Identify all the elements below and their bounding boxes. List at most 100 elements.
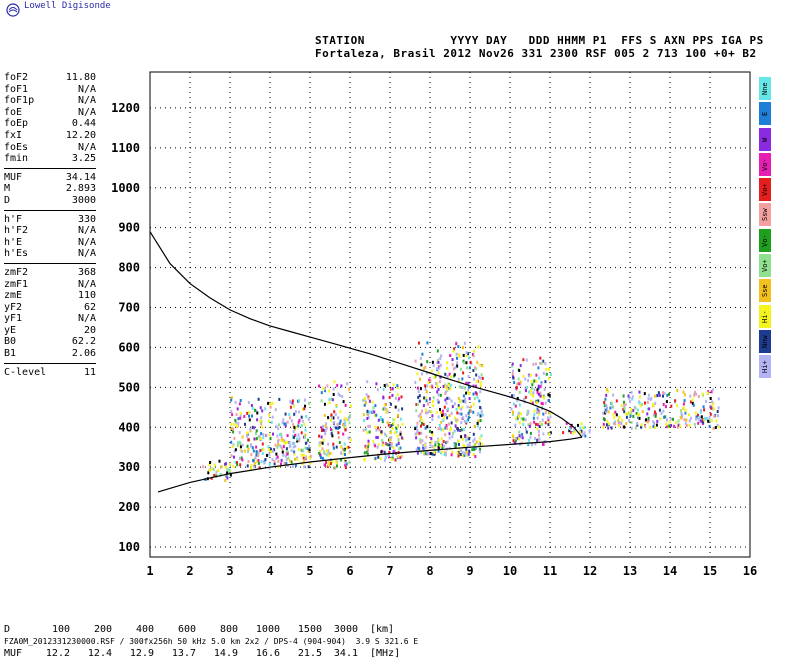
- echo-point: [342, 452, 345, 456]
- echo-point: [447, 407, 449, 411]
- param-name: foEp: [4, 118, 29, 130]
- param-row: MUF 34.14: [4, 172, 96, 184]
- echo-point: [458, 412, 461, 416]
- echo-point: [292, 423, 295, 427]
- echo-point: [465, 447, 468, 451]
- echo-point: [337, 436, 340, 440]
- echo-point: [292, 445, 295, 449]
- echo-point: [542, 371, 545, 375]
- echo-point: [379, 457, 382, 461]
- echo-point: [529, 389, 532, 393]
- echo-point: [251, 425, 254, 429]
- echo-point: [213, 473, 216, 477]
- echo-point: [469, 360, 472, 364]
- echo-point: [431, 418, 434, 421]
- echo-point: [449, 375, 452, 379]
- echo-point: [472, 410, 475, 414]
- echo-point: [437, 400, 440, 404]
- echo-point: [241, 435, 244, 439]
- echo-point: [538, 437, 541, 441]
- echo-point: [307, 417, 310, 421]
- echo-point: [373, 414, 376, 417]
- echo-point: [431, 414, 434, 418]
- echo-point: [615, 399, 618, 403]
- echo-point: [232, 430, 235, 434]
- echo-point: [327, 463, 330, 467]
- echo-point: [717, 406, 720, 410]
- echo-point: [629, 400, 631, 404]
- param-row: C-level 11: [4, 367, 96, 379]
- echo-point: [421, 352, 424, 356]
- echo-point: [708, 415, 711, 419]
- echo-point: [288, 445, 291, 449]
- echo-point: [430, 452, 432, 456]
- echo-point: [323, 450, 326, 454]
- echo-point: [348, 416, 351, 419]
- echo-point: [479, 414, 482, 418]
- echo-point: [345, 446, 348, 450]
- echo-point: [632, 409, 635, 412]
- echo-point: [400, 395, 403, 399]
- echo-point: [285, 447, 288, 451]
- echo-point: [281, 438, 284, 442]
- echo-point: [577, 423, 579, 427]
- echo-point: [294, 464, 297, 468]
- echo-point: [433, 445, 436, 449]
- echo-point: [325, 426, 328, 430]
- echo-point: [532, 391, 535, 395]
- echo-point: [617, 419, 620, 423]
- echo-point: [712, 402, 715, 406]
- echo-point: [666, 418, 668, 422]
- echo-point: [436, 367, 439, 371]
- echo-point: [271, 415, 274, 419]
- echo-point: [367, 416, 370, 419]
- echo-point: [623, 400, 625, 404]
- echo-point: [645, 418, 647, 422]
- echo-point: [617, 423, 620, 427]
- echo-point: [533, 379, 536, 383]
- echo-point: [297, 447, 300, 451]
- echo-point: [286, 450, 289, 454]
- param-value: 3000: [71, 194, 96, 206]
- echo-point: [420, 372, 423, 376]
- echo-point: [427, 452, 430, 456]
- echo-point: [658, 394, 661, 397]
- param-value: 330: [77, 213, 96, 225]
- param-value: 11.80: [65, 72, 96, 83]
- echo-point: [468, 366, 471, 370]
- param-row: h'F2 N/A: [4, 225, 96, 237]
- echo-point: [286, 452, 289, 456]
- echo-point: [442, 419, 445, 423]
- echo-point: [450, 421, 453, 425]
- echo-point: [322, 387, 325, 391]
- echo-point: [414, 432, 417, 436]
- echo-point: [274, 408, 277, 412]
- echo-point: [620, 422, 623, 425]
- y-tick-label: 300: [118, 460, 140, 474]
- echo-point: [395, 426, 398, 430]
- echo-point: [240, 456, 243, 460]
- y-tick-label: 1200: [111, 101, 140, 115]
- echo-point: [533, 388, 536, 392]
- echo-point: [378, 428, 381, 432]
- param-row: foEp 0.44: [4, 118, 96, 130]
- echo-point: [415, 436, 418, 440]
- echo-point: [697, 417, 700, 421]
- echo-point: [528, 439, 531, 442]
- echo-point: [426, 384, 429, 388]
- param-name: C-level: [4, 366, 47, 378]
- distance-value: 200: [93, 624, 112, 635]
- echo-point: [368, 399, 371, 403]
- echo-point: [717, 397, 720, 401]
- echo-point: [697, 413, 699, 417]
- echo-point: [344, 466, 347, 470]
- echo-point: [524, 418, 527, 422]
- echo-point: [424, 388, 427, 391]
- echo-point: [297, 424, 300, 428]
- echo-point: [568, 427, 571, 431]
- echo-point: [240, 449, 243, 453]
- echo-point: [666, 393, 669, 397]
- echo-point: [618, 415, 621, 419]
- echo-point: [528, 424, 531, 428]
- echo-point: [324, 463, 327, 467]
